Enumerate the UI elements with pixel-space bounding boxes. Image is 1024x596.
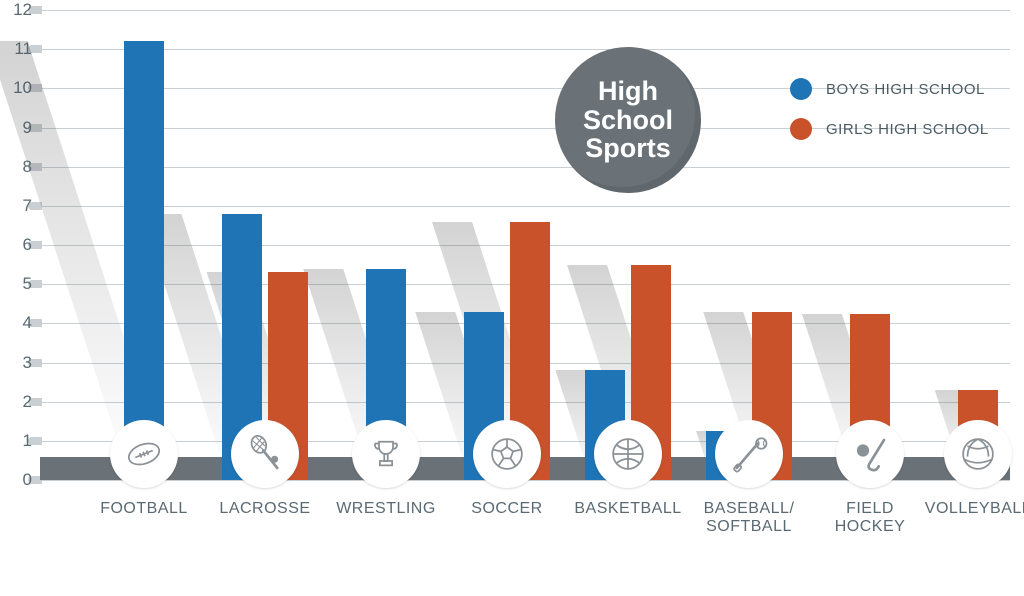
y-tick-label: 12: [13, 0, 32, 20]
category-label: WRESTLING: [336, 500, 436, 518]
y-tick-label: 4: [23, 313, 32, 333]
y-tick-label: 0: [23, 470, 32, 490]
legend-swatch: [790, 118, 812, 140]
bar: [124, 41, 164, 480]
legend-label: GIRLS HIGH SCHOOL: [826, 121, 989, 138]
category-label: BASKETBALL: [574, 500, 681, 518]
trophy-icon: [352, 420, 420, 488]
legend-item: GIRLS HIGH SCHOOL: [790, 118, 989, 140]
category-label: SOCCER: [471, 500, 542, 518]
lacrosse-icon: [231, 420, 299, 488]
legend: BOYS HIGH SCHOOL GIRLS HIGH SCHOOL: [790, 78, 989, 158]
legend-swatch: [790, 78, 812, 100]
sports-bar-chart: 0123456789101112 HighSchoolSports BOYS H…: [0, 0, 1024, 596]
football-icon: [110, 420, 178, 488]
y-tick-label: 3: [23, 353, 32, 373]
y-tick-label: 2: [23, 392, 32, 412]
y-tick-label: 7: [23, 196, 32, 216]
category-label: FOOTBALL: [100, 500, 188, 518]
fieldhockey-icon: [836, 420, 904, 488]
basketball-icon: [594, 420, 662, 488]
chart-title-badge: HighSchoolSports: [555, 47, 701, 193]
y-tick-label: 6: [23, 235, 32, 255]
baseball-icon: [715, 420, 783, 488]
category-label: FIELD HOCKEY: [835, 500, 906, 536]
category-label: VOLLEYBALL: [925, 500, 1024, 518]
volleyball-icon: [944, 420, 1012, 488]
soccer-icon: [473, 420, 541, 488]
category-label: LACROSSE: [219, 500, 310, 518]
legend-label: BOYS HIGH SCHOOL: [826, 81, 985, 98]
chart-title-text: HighSchoolSports: [583, 77, 673, 162]
category-label: BASEBALL/ SOFTBALL: [704, 500, 795, 536]
legend-item: BOYS HIGH SCHOOL: [790, 78, 989, 100]
y-tick-label: 5: [23, 274, 32, 294]
y-tick-label: 1: [23, 431, 32, 451]
